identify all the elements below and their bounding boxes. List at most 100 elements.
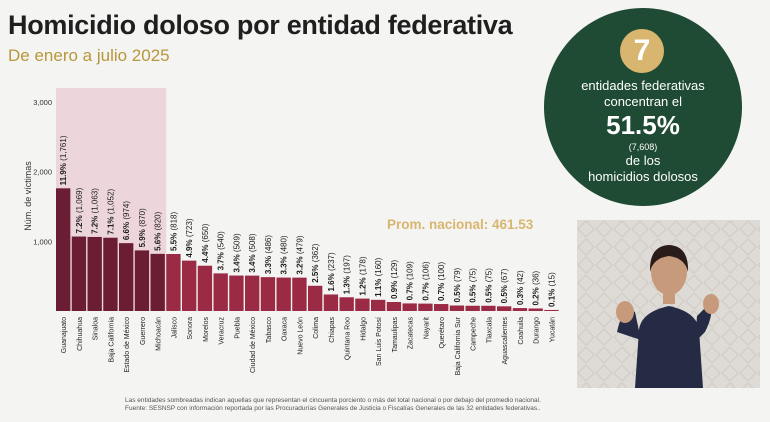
data-label-count: (509) [232,233,241,252]
data-label-percent: 3.2% [295,254,304,274]
data-label-count: (36) [532,270,541,285]
y-axis-label: Núm. de víctimas [23,161,33,231]
data-label-count: (75) [484,268,493,283]
data-label: 6.6% (974) [122,201,131,240]
data-label-count: (974) [122,201,131,220]
bar [528,308,543,311]
bar [276,277,291,311]
page-subtitle: De enero a julio 2025 [8,46,170,65]
x-tick-label: Durango [534,317,541,344]
y-tick-label: 3,000 [33,98,52,107]
data-label: 5.6% (820) [154,211,163,250]
data-label: 7.2% (1,069) [75,187,84,233]
data-label: 7.2% (1,063) [91,188,100,234]
x-tick-label: Estado de México [124,317,131,373]
data-label-percent: 11.9% [59,161,68,185]
data-label-percent: 0.7% [406,280,415,300]
data-label-percent: 0.7% [437,281,446,301]
data-label: 0.5% (75) [484,268,493,303]
bar [418,303,433,311]
x-tick-label: Coahuila [518,317,525,345]
data-label-percent: 4.9% [185,237,194,257]
x-tick-label: Quintana Roo [345,317,352,360]
x-tick-label: Jalisco [171,317,178,339]
summary-count-badge: 7 [620,29,664,73]
data-label: 3.7% (540) [217,231,226,270]
x-tick-label: Puebla [234,317,241,339]
bar [544,309,559,311]
bar [434,304,449,311]
bar [119,243,134,311]
data-label: 0.9% (129) [390,260,399,299]
x-tick-label: Sinaloa [93,317,100,340]
data-label-count: (160) [374,257,383,276]
summary-text-line1: entidades federativas [581,78,705,93]
bar [245,275,260,311]
data-label: 7.1% (1,052) [106,189,115,235]
bar [292,277,307,311]
bar [371,299,386,311]
data-label: 0.5% (79) [453,267,462,302]
data-label-count: (1,052) [106,189,115,215]
data-label-count: (67) [500,268,509,283]
data-label: 3.2% (479) [295,235,304,274]
bar [150,253,165,311]
bars-group [56,188,559,311]
data-label-count: (870) [138,208,147,227]
x-tick-label: Nayarit [423,317,430,339]
bar [213,273,228,311]
x-tick-label: Guanajuato [61,317,68,353]
data-label-count: (723) [185,218,194,237]
data-label-count: (100) [437,262,446,281]
data-label-count: (480) [280,235,289,254]
data-label-count: (1,063) [91,188,100,214]
footnote: Las entidades sombreadas indican aquella… [125,397,541,413]
x-tick-label: Tamaulipas [392,317,399,353]
x-tick-label: Baja California Sur [455,316,462,375]
summary-percent: 51.5% [606,110,680,140]
data-label-count: (42) [516,270,525,285]
data-label: 1.1% (160) [374,257,383,296]
data-label-percent: 0.5% [453,282,462,302]
bar [182,260,197,311]
bar [134,250,150,311]
bar [465,305,480,311]
footnote-line1: Las entidades sombreadas indican aquella… [125,397,541,404]
data-label-percent: 3.3% [280,254,289,274]
data-label-percent: 5.9% [138,227,147,247]
x-tick-label: Yucatán [549,317,556,342]
data-label-percent: 6.6% [122,220,131,240]
data-label-percent: 0.2% [532,285,541,305]
data-label: 0.5% (67) [500,268,509,303]
data-label-count: (1,761) [59,135,68,161]
bar [71,236,87,311]
x-tick-label: San Luis Potosí [376,317,383,366]
bar [386,302,402,311]
data-label: 3.3% (486) [264,235,273,274]
data-label-count: (820) [154,211,163,230]
data-label-percent: 0.5% [469,282,478,302]
data-label-count: (79) [453,267,462,282]
data-label-percent: 0.3% [516,285,525,305]
bar [308,285,323,311]
data-label-count: (650) [201,223,210,242]
data-label-percent: 0.7% [421,280,430,300]
bar [323,294,339,311]
y-axis: 3,000 2,000 1,000 [33,98,52,246]
data-label-percent: 1.2% [358,275,367,295]
national-average-label: Prom. nacional: 461.53 [387,217,534,232]
x-tick-label: Nuevo León [297,317,304,355]
bar [197,265,213,311]
data-label-count: (486) [264,235,273,254]
bar [449,305,465,311]
x-tick-label: Michoacán [156,317,163,351]
data-label-count: (1,069) [75,187,84,213]
data-label: 0.3% (42) [516,270,525,305]
data-label: 0.5% (75) [469,268,478,303]
bar [229,275,244,311]
data-label-percent: 3.4% [248,252,257,272]
bar [166,254,181,311]
data-label: 3.4% (509) [232,233,241,272]
x-tick-label: Baja California [108,317,115,363]
x-tick-label: Chihuahua [77,317,84,351]
